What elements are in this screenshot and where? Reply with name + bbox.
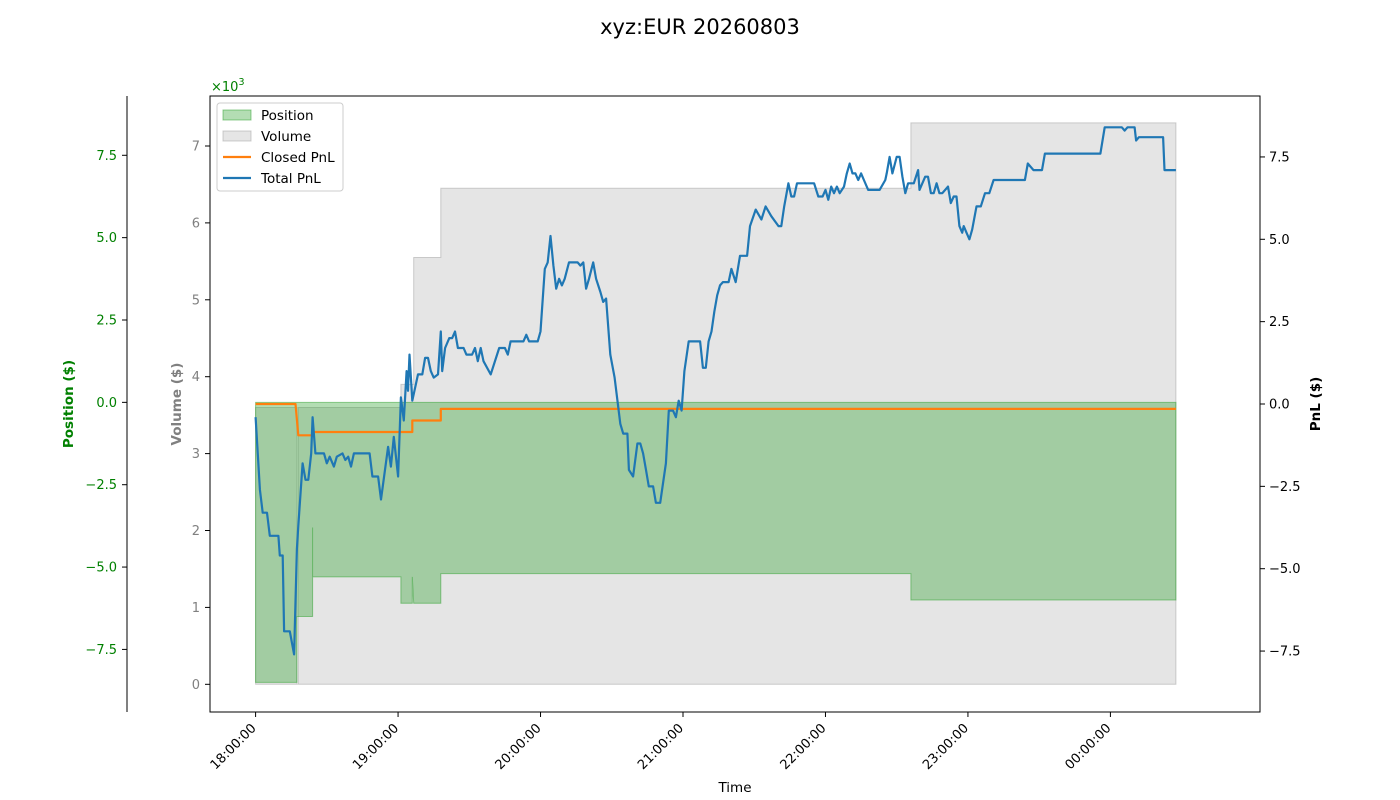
position-tick-label: 7.5 — [96, 149, 117, 164]
pnl-tick-label: −7.5 — [1269, 645, 1301, 660]
x-tick-label: 23:00:00 — [920, 721, 972, 773]
axis-multiplier-exponent: 3 — [238, 77, 244, 88]
chart-title: xyz:EUR 20260803 — [600, 15, 800, 39]
legend-swatch-volume — [222, 130, 252, 142]
series-closed-pnl-line — [255, 402, 1176, 437]
volume-tick-label: 7 — [192, 139, 200, 154]
x-tick-label: 00:00:00 — [1063, 721, 1115, 773]
position-tick-label: −2.5 — [85, 478, 117, 493]
volume-axis-label: Volume ($) — [169, 363, 185, 446]
position-tick-label: 0.0 — [96, 396, 117, 411]
pnl-axis-label: PnL ($) — [1308, 377, 1324, 432]
position-tick-label: 5.0 — [96, 231, 117, 246]
legend-label-closed-pnl: Closed PnL — [261, 150, 335, 166]
legend-swatch-position — [222, 109, 252, 121]
legend-label-total-pnl: Total PnL — [260, 171, 321, 187]
legend-label-position: Position — [261, 108, 314, 124]
pnl-tick-label: 5.0 — [1269, 233, 1290, 248]
pnl-tick-label: −5.0 — [1269, 562, 1301, 577]
volume-tick-label: 0 — [192, 678, 200, 693]
plot-area — [254, 122, 1177, 685]
volume-tick-label: 4 — [192, 370, 200, 385]
legend-box — [216, 102, 344, 192]
position-axis-label: Position ($) — [61, 360, 77, 448]
position-tick-label: 2.5 — [96, 314, 117, 329]
x-tick-label: 18:00:00 — [208, 721, 260, 773]
volume-tick-label: 2 — [192, 524, 200, 539]
volume-tick-label: 3 — [192, 447, 200, 462]
x-tick-label: 21:00:00 — [635, 721, 687, 773]
pnl-tick-label: −2.5 — [1269, 480, 1301, 495]
legend-label-volume: Volume — [261, 129, 311, 145]
volume-tick-label: 5 — [192, 293, 200, 308]
legend: Position Volume Closed PnL Total PnL — [216, 102, 344, 192]
series-volume-area — [255, 122, 1177, 685]
series-position-area — [255, 401, 1177, 683]
axis-multiplier-base: ×10 — [211, 80, 238, 95]
position-tick-label: −7.5 — [85, 643, 117, 658]
position-tick-label: −5.0 — [85, 561, 117, 576]
series-total-pnl-line — [254, 126, 1176, 656]
pnl-tick-label: 2.5 — [1269, 315, 1290, 330]
axis-multiplier: ×103 — [211, 77, 244, 95]
x-tick-label: 19:00:00 — [350, 721, 402, 773]
volume-tick-label: 1 — [192, 601, 200, 616]
x-axis-label: Time — [717, 780, 751, 796]
x-tick-label: 22:00:00 — [778, 721, 830, 773]
pnl-tick-label: 7.5 — [1269, 150, 1290, 165]
pnl-tick-label: 0.0 — [1269, 398, 1290, 413]
x-tick-label: 20:00:00 — [493, 721, 545, 773]
volume-tick-label: 6 — [192, 216, 200, 231]
